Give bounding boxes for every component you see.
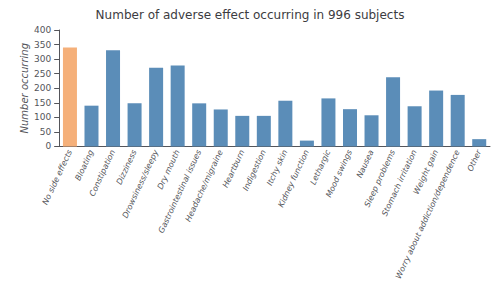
svg-text:Nausea: Nausea (355, 148, 376, 179)
svg-text:300: 300 (34, 54, 51, 64)
svg-text:Worry about addiction/dependen: Worry about addiction/dependence (394, 148, 462, 280)
svg-text:Stomach irritation: Stomach irritation (380, 149, 419, 218)
svg-text:100: 100 (34, 112, 51, 122)
svg-text:Weight gain: Weight gain (411, 148, 441, 196)
svg-text:150: 150 (34, 98, 51, 108)
svg-text:Itchy skin: Itchy skin (265, 149, 289, 187)
svg-text:Mood swings: Mood swings (324, 149, 354, 199)
svg-text:Drowsiness/sleepy: Drowsiness/sleepy (121, 148, 161, 219)
svg-text:Sleep problems: Sleep problems (362, 148, 398, 209)
svg-text:No side effects: No side effects (41, 149, 74, 207)
svg-text:250: 250 (34, 69, 51, 79)
svg-text:Gastrointestinal issues: Gastrointestinal issues (156, 148, 204, 235)
svg-text:Lethargic: Lethargic (309, 148, 333, 186)
svg-text:Constipation: Constipation (88, 149, 117, 198)
svg-text:Indigestion: Indigestion (241, 149, 268, 193)
svg-text:Number occurring: Number occurring (19, 43, 30, 134)
svg-text:Kidney function: Kidney function (276, 149, 311, 209)
svg-text:200: 200 (34, 83, 51, 93)
svg-text:Number of adverse effect occur: Number of adverse effect occurring in 99… (96, 8, 405, 22)
svg-text:Heartburn: Heartburn (221, 148, 247, 190)
svg-text:Dizziness: Dizziness (115, 149, 139, 187)
svg-text:50: 50 (40, 127, 52, 137)
svg-text:0: 0 (45, 141, 51, 151)
svg-text:400: 400 (34, 25, 51, 35)
svg-text:Other: Other (466, 148, 484, 173)
svg-text:350: 350 (34, 40, 51, 50)
svg-text:Bloating: Bloating (73, 149, 95, 183)
svg-text:Headache/migraine: Headache/migraine (184, 148, 225, 223)
svg-text:Dry mouth: Dry mouth (155, 148, 182, 191)
